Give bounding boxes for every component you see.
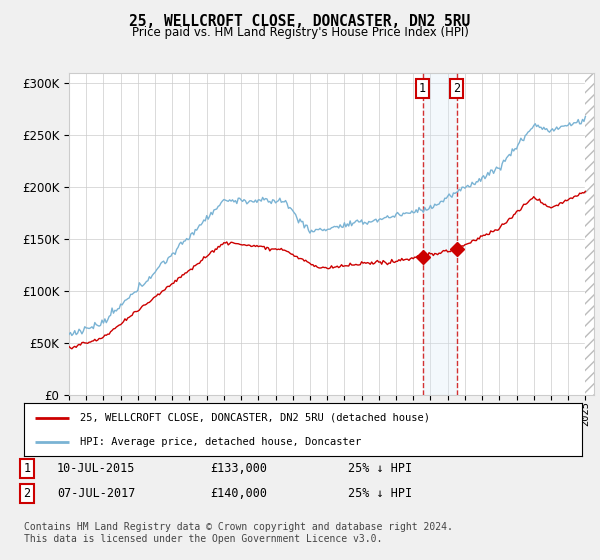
Text: 10-JUL-2015: 10-JUL-2015 bbox=[57, 462, 136, 475]
Text: 07-JUL-2017: 07-JUL-2017 bbox=[57, 487, 136, 500]
Bar bbox=[586, 73, 594, 395]
Text: 25% ↓ HPI: 25% ↓ HPI bbox=[348, 487, 412, 500]
Text: 25, WELLCROFT CLOSE, DONCASTER, DN2 5RU: 25, WELLCROFT CLOSE, DONCASTER, DN2 5RU bbox=[130, 14, 470, 29]
Text: 1: 1 bbox=[419, 82, 426, 95]
Text: Contains HM Land Registry data © Crown copyright and database right 2024.
This d: Contains HM Land Registry data © Crown c… bbox=[24, 522, 453, 544]
Bar bbox=[422, 73, 457, 395]
Text: 1: 1 bbox=[23, 462, 31, 475]
Text: HPI: Average price, detached house, Doncaster: HPI: Average price, detached house, Donc… bbox=[80, 437, 361, 447]
Text: £140,000: £140,000 bbox=[210, 487, 267, 500]
Text: Price paid vs. HM Land Registry's House Price Index (HPI): Price paid vs. HM Land Registry's House … bbox=[131, 26, 469, 39]
Text: 2: 2 bbox=[454, 82, 461, 95]
Text: 25% ↓ HPI: 25% ↓ HPI bbox=[348, 462, 412, 475]
Text: 2: 2 bbox=[23, 487, 31, 500]
Bar bbox=[586, 73, 594, 395]
Text: 25, WELLCROFT CLOSE, DONCASTER, DN2 5RU (detached house): 25, WELLCROFT CLOSE, DONCASTER, DN2 5RU … bbox=[80, 413, 430, 423]
Text: £133,000: £133,000 bbox=[210, 462, 267, 475]
